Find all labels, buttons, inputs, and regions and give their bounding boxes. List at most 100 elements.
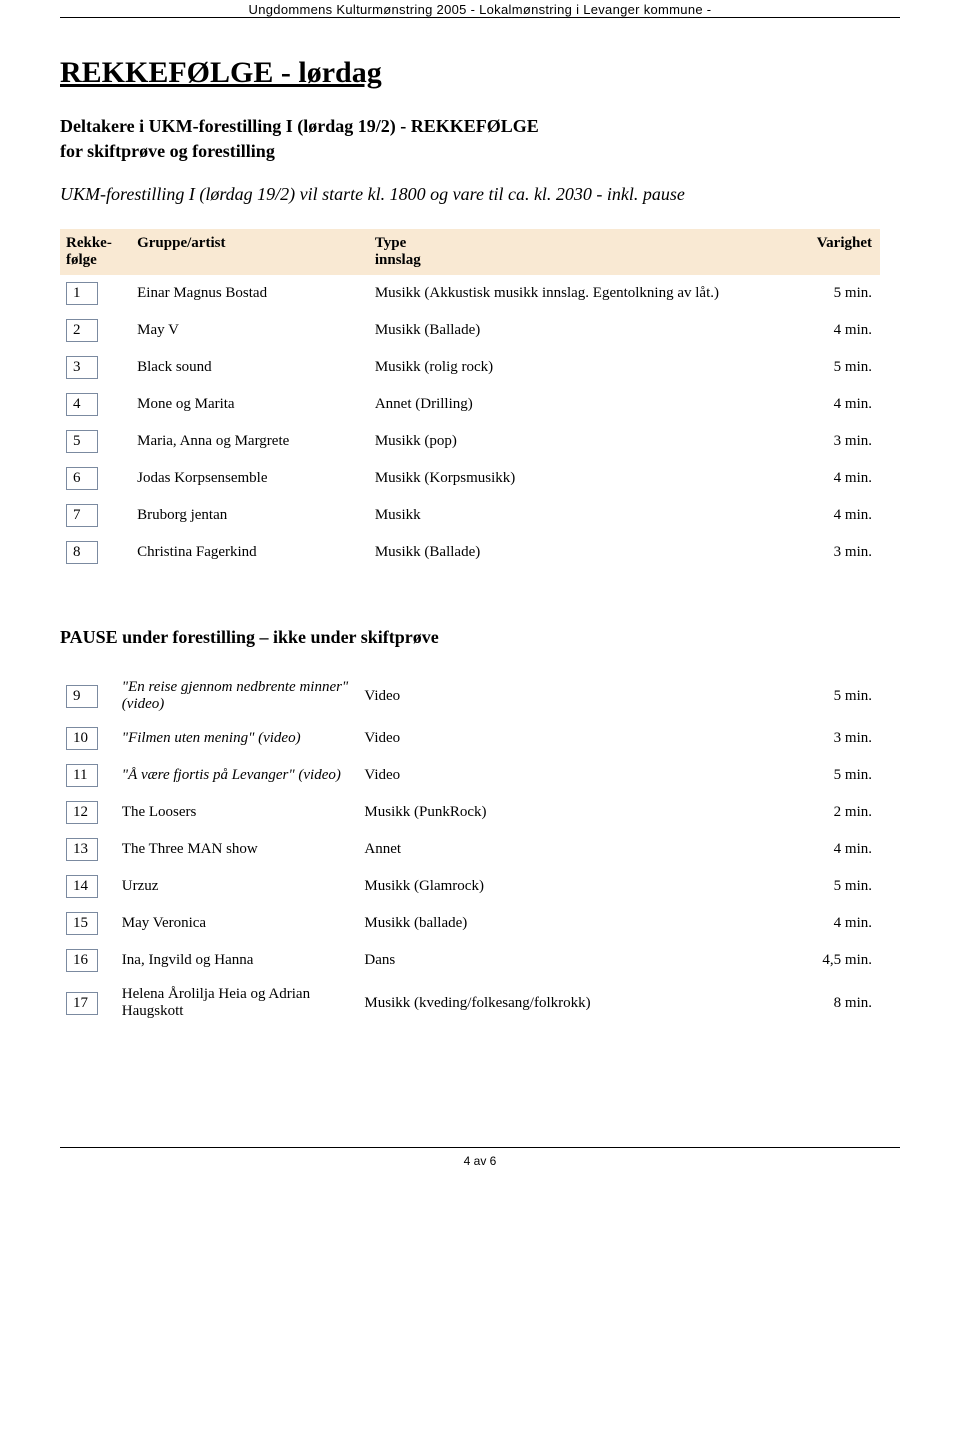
schedule-table-1: Rekke- følge Gruppe/artist Type innslag … — [60, 229, 880, 571]
cell-duration: 3 min. — [773, 423, 880, 460]
cell-duration: 5 min. — [773, 349, 880, 386]
cell-type: Musikk (pop) — [369, 423, 773, 460]
col-sequence: Rekke- følge — [60, 229, 131, 275]
table-row: 4 Mone og MaritaAnnet (Drilling)4 min. — [60, 386, 880, 423]
table-row: 8 Christina FagerkindMusikk (Ballade)3 mi… — [60, 534, 880, 571]
sequence-number: 8 — [66, 541, 98, 564]
page-title: REKKEFØLGE - lørdag — [60, 56, 900, 90]
cell-type: Dans — [358, 942, 770, 979]
cell-sequence: 9 — [60, 672, 116, 720]
cell-artist: Maria, Anna og Margrete — [131, 423, 369, 460]
cell-duration: 5 min. — [773, 275, 880, 312]
sequence-number: 5 — [66, 430, 98, 453]
cell-sequence: 11 — [60, 757, 116, 794]
table-row: 3 Black soundMusikk (rolig rock)5 min. — [60, 349, 880, 386]
cell-artist: "Å være fjortis på Levanger" (video) — [116, 757, 359, 794]
cell-sequence: 1 — [60, 275, 131, 312]
cell-sequence: 12 — [60, 794, 116, 831]
table-row: 15May VeronicaMusikk (ballade)4 min. — [60, 905, 880, 942]
sequence-number: 17 — [66, 992, 98, 1015]
table-row: 13 The Three MAN showAnnet4 min. — [60, 831, 880, 868]
col-duration: Varighet — [773, 229, 880, 275]
cell-artist: The Loosers — [116, 794, 359, 831]
table-row: 7 Bruborg jentanMusikk4 min. — [60, 497, 880, 534]
cell-artist: Christina Fagerkind — [131, 534, 369, 571]
cell-sequence: 17 — [60, 979, 116, 1027]
cell-sequence: 7 — [60, 497, 131, 534]
cell-artist: Mone og Marita — [131, 386, 369, 423]
cell-sequence: 6 — [60, 460, 131, 497]
sequence-number: 7 — [66, 504, 98, 527]
table-row: 10 "Filmen uten mening" (video)Video3 min… — [60, 720, 880, 757]
cell-type: Video — [358, 720, 770, 757]
sequence-number: 11 — [66, 764, 98, 787]
cell-artist: Urzuz — [116, 868, 359, 905]
sequence-number: 12 — [66, 801, 98, 824]
table-row: 9 "En reise gjennom nedbrente minner" (vi… — [60, 672, 880, 720]
cell-sequence: 13 — [60, 831, 116, 868]
cell-sequence: 3 — [60, 349, 131, 386]
cell-type: Musikk (rolig rock) — [369, 349, 773, 386]
cell-artist: "Filmen uten mening" (video) — [116, 720, 359, 757]
cell-artist: May Veronica — [116, 905, 359, 942]
sequence-number: 15 — [66, 912, 98, 935]
table-row: 5 Maria, Anna og MargreteMusikk (pop)3 mi… — [60, 423, 880, 460]
table-row: 11"Å være fjortis på Levanger" (video)Vi… — [60, 757, 880, 794]
cell-artist: Bruborg jentan — [131, 497, 369, 534]
col-type: Type innslag — [369, 229, 773, 275]
cell-sequence: 4 — [60, 386, 131, 423]
cell-artist: Jodas Korpsensemble — [131, 460, 369, 497]
cell-type: Musikk (Akkustisk musikk innslag. Egento… — [369, 275, 773, 312]
schedule-table-2: 9 "En reise gjennom nedbrente minner" (vi… — [60, 672, 880, 1027]
cell-type: Musikk (kveding/folkesang/folkrokk) — [358, 979, 770, 1027]
cell-type: Annet (Drilling) — [369, 386, 773, 423]
sequence-number: 13 — [66, 838, 98, 861]
cell-duration: 4 min. — [773, 386, 880, 423]
cell-artist: May V — [131, 312, 369, 349]
table-row: 6Jodas KorpsensembleMusikk (Korpsmusikk)… — [60, 460, 880, 497]
cell-duration: 2 min. — [771, 794, 880, 831]
table-row: 1 Einar Magnus BostadMusikk (Akkustisk mu… — [60, 275, 880, 312]
page-footer: 4 av 6 — [60, 1147, 900, 1168]
cell-artist: The Three MAN show — [116, 831, 359, 868]
sequence-number: 10 — [66, 727, 98, 750]
table-row: 2 May VMusikk (Ballade)4 min. — [60, 312, 880, 349]
cell-type: Annet — [358, 831, 770, 868]
sequence-number: 2 — [66, 319, 98, 342]
cell-type: Musikk (Ballade) — [369, 534, 773, 571]
sequence-number: 9 — [66, 685, 98, 708]
table-row: 14UrzuzMusikk (Glamrock)5 min. — [60, 868, 880, 905]
cell-duration: 4 min. — [771, 831, 880, 868]
cell-artist: Einar Magnus Bostad — [131, 275, 369, 312]
cell-duration: 3 min. — [771, 720, 880, 757]
cell-sequence: 15 — [60, 905, 116, 942]
cell-duration: 5 min. — [771, 757, 880, 794]
cell-type: Musikk (Glamrock) — [358, 868, 770, 905]
cell-duration: 8 min. — [771, 979, 880, 1027]
cell-duration: 3 min. — [773, 534, 880, 571]
cell-type: Video — [358, 672, 770, 720]
cell-type: Musikk (Ballade) — [369, 312, 773, 349]
cell-sequence: 2 — [60, 312, 131, 349]
subtitle-line-1: Deltakere i UKM-forestilling I (lørdag 1… — [60, 116, 900, 137]
sequence-number: 3 — [66, 356, 98, 379]
sequence-number: 4 — [66, 393, 98, 416]
subtitle-line-2: for skiftprøve og forestilling — [60, 141, 900, 162]
cell-duration: 5 min. — [771, 672, 880, 720]
col-artist: Gruppe/artist — [131, 229, 369, 275]
cell-sequence: 14 — [60, 868, 116, 905]
sequence-number: 14 — [66, 875, 98, 898]
sequence-number: 6 — [66, 467, 98, 490]
sequence-number: 1 — [66, 282, 98, 305]
cell-artist: Helena Årolilja Heia og Adrian Haugskott — [116, 979, 359, 1027]
cell-sequence: 8 — [60, 534, 131, 571]
cell-artist: Black sound — [131, 349, 369, 386]
cell-type: Musikk — [369, 497, 773, 534]
cell-duration: 4 min. — [773, 497, 880, 534]
cell-duration: 4 min. — [773, 460, 880, 497]
cell-artist: "En reise gjennom nedbrente minner" (vid… — [116, 672, 359, 720]
cell-duration: 4 min. — [773, 312, 880, 349]
pause-heading: PAUSE under forestilling – ikke under sk… — [60, 627, 900, 648]
table-row: 17 Helena Årolilja Heia og Adrian Haugsko… — [60, 979, 880, 1027]
cell-duration: 4,5 min. — [771, 942, 880, 979]
